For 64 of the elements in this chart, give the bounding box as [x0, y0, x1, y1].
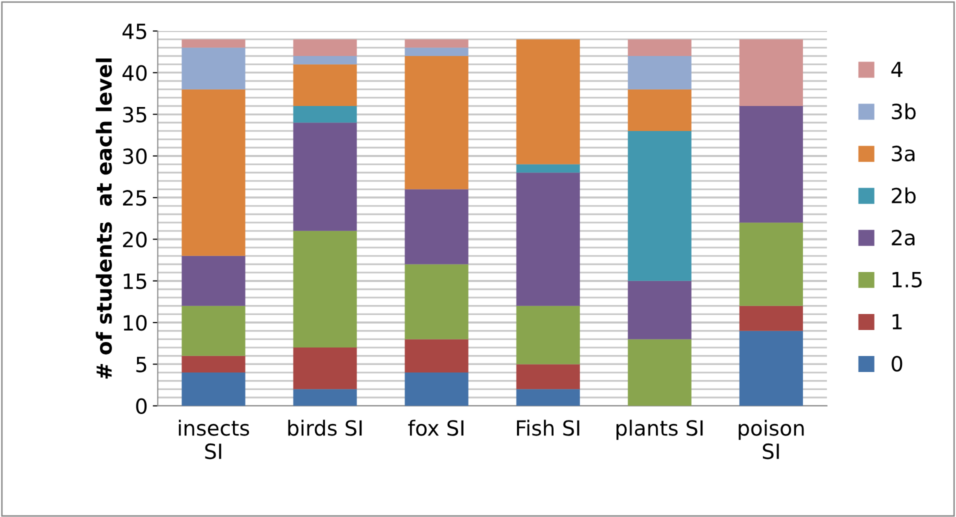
bar	[628, 56, 692, 90]
x-tick-label: Fish SI	[516, 420, 580, 436]
y-tick-label: 40	[122, 65, 147, 81]
bar	[516, 364, 580, 390]
legend-label: 3b	[892, 103, 916, 120]
legend-label: 1.5	[892, 272, 922, 288]
bar	[182, 89, 246, 256]
y-tick-label: 5	[136, 356, 146, 372]
y-tick-label: 25	[123, 190, 146, 206]
bar	[182, 48, 246, 90]
y-axis-title: # of students at each level	[96, 58, 112, 379]
legend-label: 4	[891, 62, 902, 78]
bar	[182, 372, 246, 406]
bar	[182, 306, 246, 356]
bar	[404, 189, 468, 264]
bar	[739, 39, 803, 106]
bar	[293, 348, 357, 390]
bar	[293, 39, 357, 56]
bar	[182, 39, 246, 48]
bar	[293, 389, 357, 406]
y-tick-label: 45	[122, 24, 146, 40]
bar	[182, 356, 246, 373]
x-tick-label: plants SI	[616, 420, 703, 440]
bar	[404, 372, 468, 406]
y-tick-label: 15	[124, 274, 146, 290]
legend-label: 2a	[892, 230, 914, 246]
bar	[516, 39, 580, 164]
x-tick-label: poison SI	[738, 420, 804, 460]
bar	[404, 56, 468, 190]
bar	[293, 56, 357, 64]
bar	[293, 64, 357, 106]
bar	[293, 122, 357, 231]
bar	[516, 172, 580, 306]
bar	[404, 39, 468, 48]
y-tick-label: 20	[123, 232, 147, 248]
x-tick-label: insects SI	[178, 420, 250, 460]
bar	[628, 280, 692, 340]
bar	[404, 264, 468, 340]
bar	[516, 306, 580, 364]
bar	[516, 389, 580, 406]
x-tick-label: birds SI	[288, 420, 362, 436]
bar	[628, 89, 692, 131]
y-tick-label: 35	[123, 106, 146, 123]
bar	[404, 48, 468, 56]
y-tick-label: 30	[123, 148, 147, 164]
y-tick-label: 0	[136, 398, 147, 414]
bar	[739, 222, 803, 306]
legend-label: 0	[892, 356, 902, 372]
bar	[182, 256, 246, 306]
y-tick-label: 10	[124, 315, 147, 331]
x-tick-label: fox SI	[408, 420, 464, 436]
bar	[739, 106, 803, 223]
bar	[293, 230, 357, 348]
bar	[516, 164, 580, 173]
legend-label: 3a	[892, 146, 914, 162]
bar	[628, 130, 692, 281]
bar	[628, 339, 692, 406]
legend-label: 1	[892, 314, 902, 330]
bar	[293, 106, 357, 123]
bar	[739, 306, 803, 331]
bar	[404, 339, 468, 373]
bar	[739, 330, 803, 406]
bar	[628, 39, 692, 56]
legend-label: 2b	[892, 187, 916, 204]
